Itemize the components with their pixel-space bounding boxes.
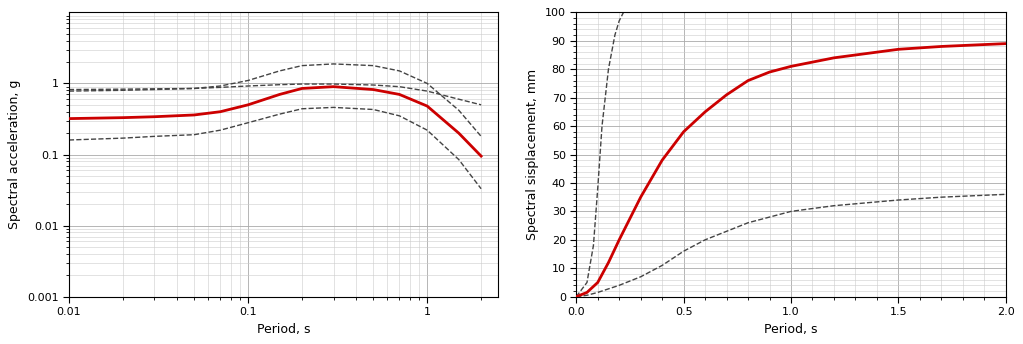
Y-axis label: Spectral acceleration, g: Spectral acceleration, g	[8, 80, 21, 229]
X-axis label: Period, s: Period, s	[764, 323, 817, 336]
X-axis label: Period, s: Period, s	[257, 323, 310, 336]
Y-axis label: Spectral sisplacement, mm: Spectral sisplacement, mm	[526, 69, 539, 240]
